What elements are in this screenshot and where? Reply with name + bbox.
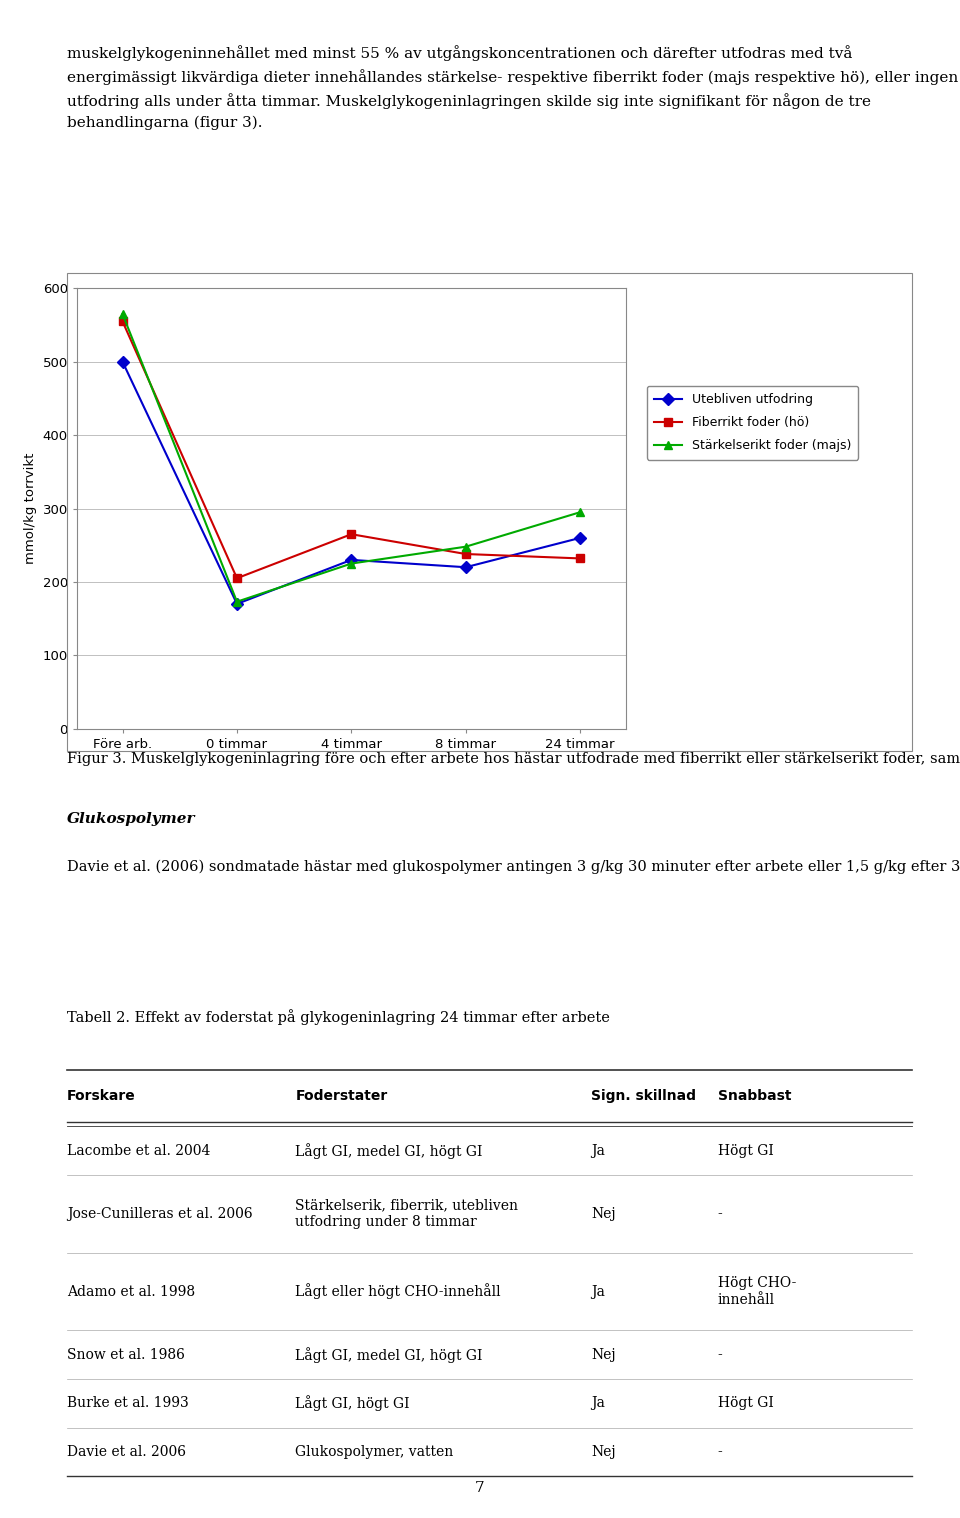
Text: Nej: Nej [591,1348,615,1362]
Text: Snow et al. 1986: Snow et al. 1986 [67,1348,185,1362]
Text: -: - [718,1445,723,1459]
Text: Nej: Nej [591,1207,615,1220]
Text: Tabell 2. Effekt av foderstat på glykogeninlagring 24 timmar efter arbete: Tabell 2. Effekt av foderstat på glykoge… [67,1009,610,1025]
Text: Snabbast: Snabbast [718,1088,791,1104]
Text: Lacombe et al. 2004: Lacombe et al. 2004 [67,1143,210,1158]
Text: Figur 3. Muskelglykogeninlagring före och efter arbete hos hästar utfodrade med : Figur 3. Muskelglykogeninlagring före oc… [67,751,960,765]
Legend: Utebliven utfodring, Fiberrikt foder (hö), Stärkelserikt foder (majs): Utebliven utfodring, Fiberrikt foder (hö… [646,386,858,460]
Text: Lågt eller högt CHO-innehåll: Lågt eller högt CHO-innehåll [296,1284,501,1299]
Text: Adamo et al. 1998: Adamo et al. 1998 [67,1284,195,1298]
Text: Forskare: Forskare [67,1088,136,1104]
Text: Nej: Nej [591,1445,615,1459]
Text: muskelglykogeninnehållet med minst 55 % av utgångskoncentrationen och därefter u: muskelglykogeninnehållet med minst 55 % … [67,46,958,131]
Text: Lågt GI, medel GI, högt GI: Lågt GI, medel GI, högt GI [296,1143,483,1158]
Text: Burke et al. 1993: Burke et al. 1993 [67,1397,189,1410]
Y-axis label: mmol/kg torrvikt: mmol/kg torrvikt [24,452,37,565]
Text: Jose-Cunilleras et al. 2006: Jose-Cunilleras et al. 2006 [67,1207,252,1220]
Text: Ja: Ja [591,1143,605,1158]
Text: Ja: Ja [591,1284,605,1298]
Text: Sign. skillnad: Sign. skillnad [591,1088,696,1104]
Text: Lågt GI, högt GI: Lågt GI, högt GI [296,1395,410,1412]
Text: Glukospolymer, vatten: Glukospolymer, vatten [296,1445,453,1459]
Text: Ja: Ja [591,1397,605,1410]
Text: -: - [718,1348,723,1362]
Text: Glukospolymer: Glukospolymer [67,812,196,826]
Text: Högt GI: Högt GI [718,1143,774,1158]
Text: Högt GI: Högt GI [718,1397,774,1410]
Text: 7: 7 [475,1480,485,1495]
Text: Högt CHO-
innehåll: Högt CHO- innehåll [718,1275,796,1307]
Text: Davie et al. (2006) sondmatade hästar med glukospolymer antingen 3 g/kg 30 minut: Davie et al. (2006) sondmatade hästar me… [67,858,960,873]
Text: Foderstater: Foderstater [296,1088,388,1104]
Text: Lågt GI, medel GI, högt GI: Lågt GI, medel GI, högt GI [296,1346,483,1363]
Text: -: - [718,1207,723,1220]
Text: Stärkelserik, fiberrik, utebliven
utfodring under 8 timmar: Stärkelserik, fiberrik, utebliven utfodr… [296,1198,518,1230]
Text: Davie et al. 2006: Davie et al. 2006 [67,1445,186,1459]
